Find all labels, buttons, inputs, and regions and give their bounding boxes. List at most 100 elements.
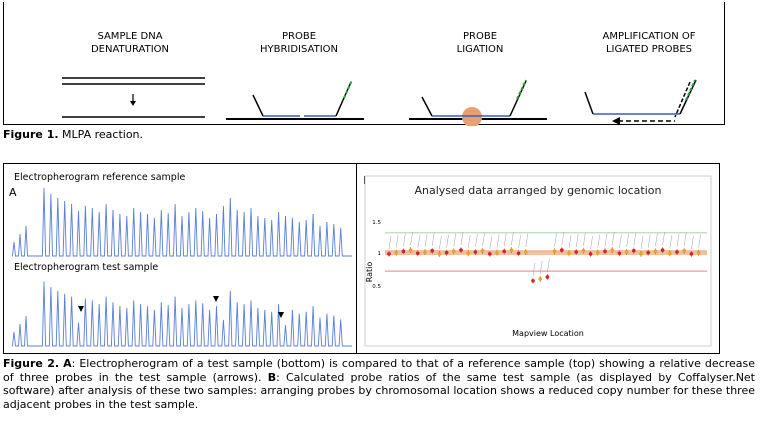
ratio-point <box>466 251 470 256</box>
reduced-probe-arrow <box>278 312 284 318</box>
figure-1-frame <box>3 2 725 125</box>
ratio-point <box>560 248 564 252</box>
ratio-point <box>639 252 643 256</box>
ratio-point <box>452 249 456 254</box>
step-ligation-label: PROBE LIGATION <box>456 31 504 55</box>
panel-a-letter: A <box>9 186 17 199</box>
probe-label-tick <box>698 234 701 248</box>
ratio-chart-title: Analysed data arranged by genomic locati… <box>415 184 662 197</box>
ratio-point <box>408 248 413 252</box>
ratio-point <box>675 250 679 254</box>
probe-label-tick <box>410 232 413 246</box>
probe-label-tick <box>655 233 658 247</box>
ratio-point <box>423 250 427 254</box>
ratio-point <box>668 251 672 256</box>
step-amplification-label: AMPLIFICATION OF LIGATED PROBES <box>602 31 696 55</box>
hybridisation-diagram <box>226 79 364 120</box>
reduced-probe-arrow <box>213 296 219 302</box>
ratio-point <box>538 277 542 281</box>
ratio-point <box>387 252 391 256</box>
probe-label-tick <box>504 233 507 247</box>
ratio-point <box>531 279 535 283</box>
ratio-y-tick-1: 1.5 <box>372 220 381 226</box>
figure-1-caption: Figure 1. MLPA reaction. <box>3 128 144 141</box>
probe-label-tick <box>403 233 406 247</box>
ratio-point <box>502 249 506 254</box>
panel-divider <box>356 164 357 354</box>
ratio-point <box>401 249 406 254</box>
probe-label-tick <box>691 235 694 249</box>
probe-label-tick <box>439 235 442 249</box>
confidence-band <box>385 250 707 256</box>
ratio-point <box>495 250 499 255</box>
step-hybridisation-label: PROBE HYBRIDISATION <box>259 31 339 55</box>
probe-label-tick <box>597 234 600 248</box>
ratio-point <box>581 248 586 253</box>
probe-label-tick <box>518 235 521 249</box>
probe-label-tick <box>460 232 464 246</box>
electropherogram-trace <box>12 281 352 347</box>
probe-label-tick <box>633 232 636 246</box>
ratio-point <box>430 248 434 253</box>
trace-path <box>12 281 352 347</box>
figure-2-frame <box>3 163 720 354</box>
probe-label-tick <box>453 233 456 247</box>
ratio-point <box>617 251 622 256</box>
probe-label-tick <box>576 233 579 248</box>
probe-label-tick <box>475 233 478 248</box>
probe-label-tick <box>489 235 492 249</box>
probe-label-tick <box>424 233 428 248</box>
probe-label-tick <box>604 233 608 247</box>
ratio-y-label: Ratio <box>365 262 374 283</box>
probe-label-tick <box>561 232 564 246</box>
ratio-point <box>653 249 658 254</box>
ratio-point <box>473 250 478 254</box>
probe-label-tick <box>388 235 392 249</box>
probe-label-tick <box>568 235 572 249</box>
probe-label-tick <box>532 262 536 276</box>
ratio-point <box>394 250 398 255</box>
probe-label-tick <box>590 235 593 249</box>
ratio-y-tick-3: 0.5 <box>372 284 381 290</box>
ratio-point <box>632 248 636 253</box>
ratio-point <box>516 251 521 256</box>
probe-label-tick <box>432 232 435 246</box>
ratio-chart: Analysed data arranged by genomic locati… <box>364 175 712 347</box>
ratio-point <box>646 250 650 255</box>
probe-label-tick <box>676 233 680 248</box>
ratio-point <box>437 252 442 256</box>
ratio-point <box>509 248 514 252</box>
ratio-x-label: Mapview Location <box>512 329 584 338</box>
ratio-point <box>552 249 557 254</box>
panel-a-test-title: Electropherogram test sample <box>14 262 159 273</box>
probe-label-tick <box>662 232 665 246</box>
probe-label-tick <box>482 232 485 246</box>
ratio-point <box>682 248 686 253</box>
ratio-point <box>689 252 694 256</box>
ratio-point <box>416 251 420 256</box>
ratio-point <box>459 248 463 252</box>
electropherograms <box>12 187 352 347</box>
probe-label-tick <box>446 234 449 248</box>
ratio-point <box>603 249 607 254</box>
ligation-diagram <box>409 79 547 126</box>
mlpa-diagram <box>62 77 697 126</box>
ratio-point <box>588 252 593 256</box>
step-denaturation-label: SAMPLE DNA DENATURATION <box>90 31 169 55</box>
ratio-point <box>488 252 492 256</box>
figure-2-caption: Figure 2. A: Electropherogram of a test … <box>3 357 755 411</box>
ratio-point <box>444 250 449 255</box>
probe-label-tick <box>554 233 557 247</box>
ratio-point <box>660 248 665 252</box>
ratio-point <box>480 248 485 253</box>
electropherogram-trace <box>12 187 352 257</box>
reduced-probe-arrow <box>78 306 84 312</box>
probe-label-tick <box>417 235 420 249</box>
ratio-point <box>596 250 600 255</box>
probe-label-tick <box>669 235 672 249</box>
ratio-point <box>696 250 701 255</box>
ratio-point <box>574 250 578 254</box>
probe-label-tick <box>468 235 471 249</box>
denaturation-diagram <box>62 77 205 118</box>
panel-a-ref-title: Electropherogram reference sample <box>14 172 186 183</box>
